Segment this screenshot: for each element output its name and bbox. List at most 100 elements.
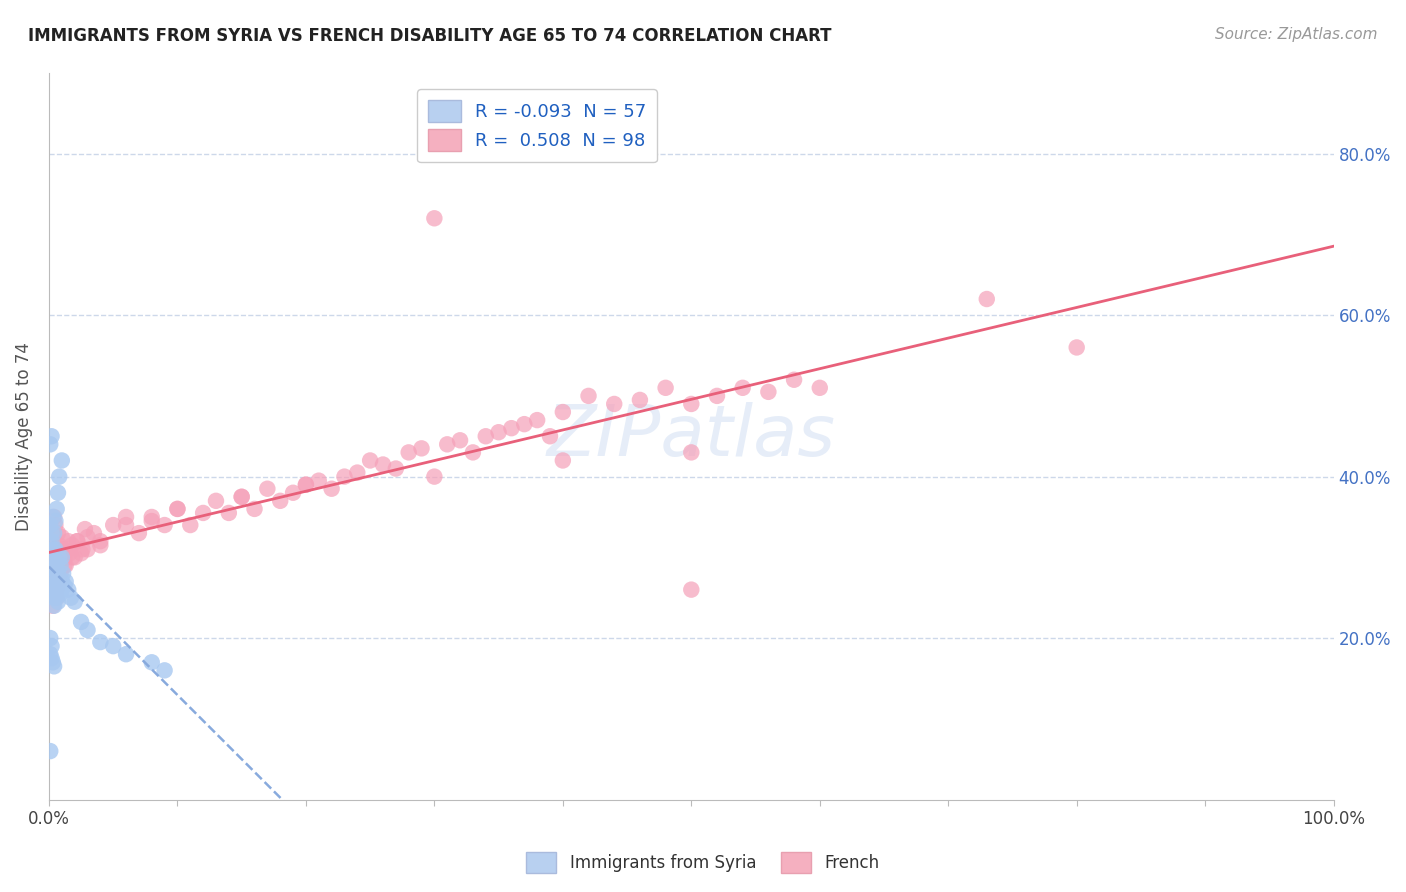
Point [39,550,62,565]
Point [41,566,63,581]
Point [501,421,523,435]
Point [41,534,63,549]
Point [42,526,65,541]
Point [42,574,65,589]
Point [281,485,304,500]
Point [218,506,240,520]
Point [48,469,70,483]
Point [48,538,70,552]
Point [513,417,536,431]
Point [308,474,330,488]
Point [53,558,76,573]
Point [41,651,63,665]
Point [42,591,65,605]
Point [783,373,806,387]
Point [243,502,266,516]
Point [51,574,73,589]
Point [256,482,278,496]
Point [55,574,77,589]
Point [449,434,471,448]
Point [269,493,291,508]
Point [44,514,66,528]
Point [681,582,703,597]
Point [42,566,65,581]
Point [89,534,111,549]
Point [153,518,176,533]
Point [153,664,176,678]
Y-axis label: Disability Age 65 to 74: Disability Age 65 to 74 [15,342,32,531]
Point [808,381,831,395]
Point [49,558,72,573]
Point [321,482,343,496]
Point [42,599,65,613]
Point [44,562,66,576]
Point [89,635,111,649]
Point [51,550,73,565]
Point [51,530,73,544]
Point [41,526,63,541]
Point [42,599,65,613]
Point [295,477,318,491]
Point [115,518,138,533]
Point [44,542,66,557]
Point [60,550,83,565]
Point [39,437,62,451]
Point [46,578,69,592]
Point [53,578,76,592]
Point [731,381,754,395]
Point [45,591,67,605]
Point [58,546,80,560]
Point [423,211,446,226]
Point [46,595,69,609]
Point [141,655,163,669]
Point [42,542,65,557]
Point [39,631,62,645]
Point [42,510,65,524]
Point [39,518,62,533]
Text: ZIPatlas: ZIPatlas [547,401,835,471]
Point [41,639,63,653]
Text: IMMIGRANTS FROM SYRIA VS FRENCH DISABILITY AGE 65 TO 74 CORRELATION CHART: IMMIGRANTS FROM SYRIA VS FRENCH DISABILI… [28,27,831,45]
Point [231,490,253,504]
Point [976,292,998,306]
Point [51,554,73,568]
Point [115,510,138,524]
Point [333,469,356,483]
Point [488,425,510,440]
Point [41,429,63,443]
Point [60,538,83,552]
Point [59,591,82,605]
Point [526,413,548,427]
Point [42,582,65,597]
Point [359,453,381,467]
Point [166,502,188,516]
Point [681,397,703,411]
Point [46,526,69,541]
Point [45,558,67,573]
Point [52,542,75,557]
Point [63,595,86,609]
Point [45,502,67,516]
Point [578,389,600,403]
Point [385,461,408,475]
Point [115,647,138,661]
Point [191,506,214,520]
Point [66,534,89,549]
Legend: R = -0.093  N = 57, R =  0.508  N = 98: R = -0.093 N = 57, R = 0.508 N = 98 [418,89,657,162]
Point [103,639,125,653]
Point [48,582,70,597]
Point [42,562,65,576]
Text: Source: ZipAtlas.com: Source: ZipAtlas.com [1215,27,1378,42]
Point [461,445,484,459]
Point [76,542,98,557]
Point [48,574,70,589]
Point [423,469,446,483]
Point [42,655,65,669]
Point [179,518,201,533]
Point [706,389,728,403]
Point [231,490,253,504]
Point [44,542,66,557]
Point [55,558,77,573]
Point [42,574,65,589]
Point [45,582,67,597]
